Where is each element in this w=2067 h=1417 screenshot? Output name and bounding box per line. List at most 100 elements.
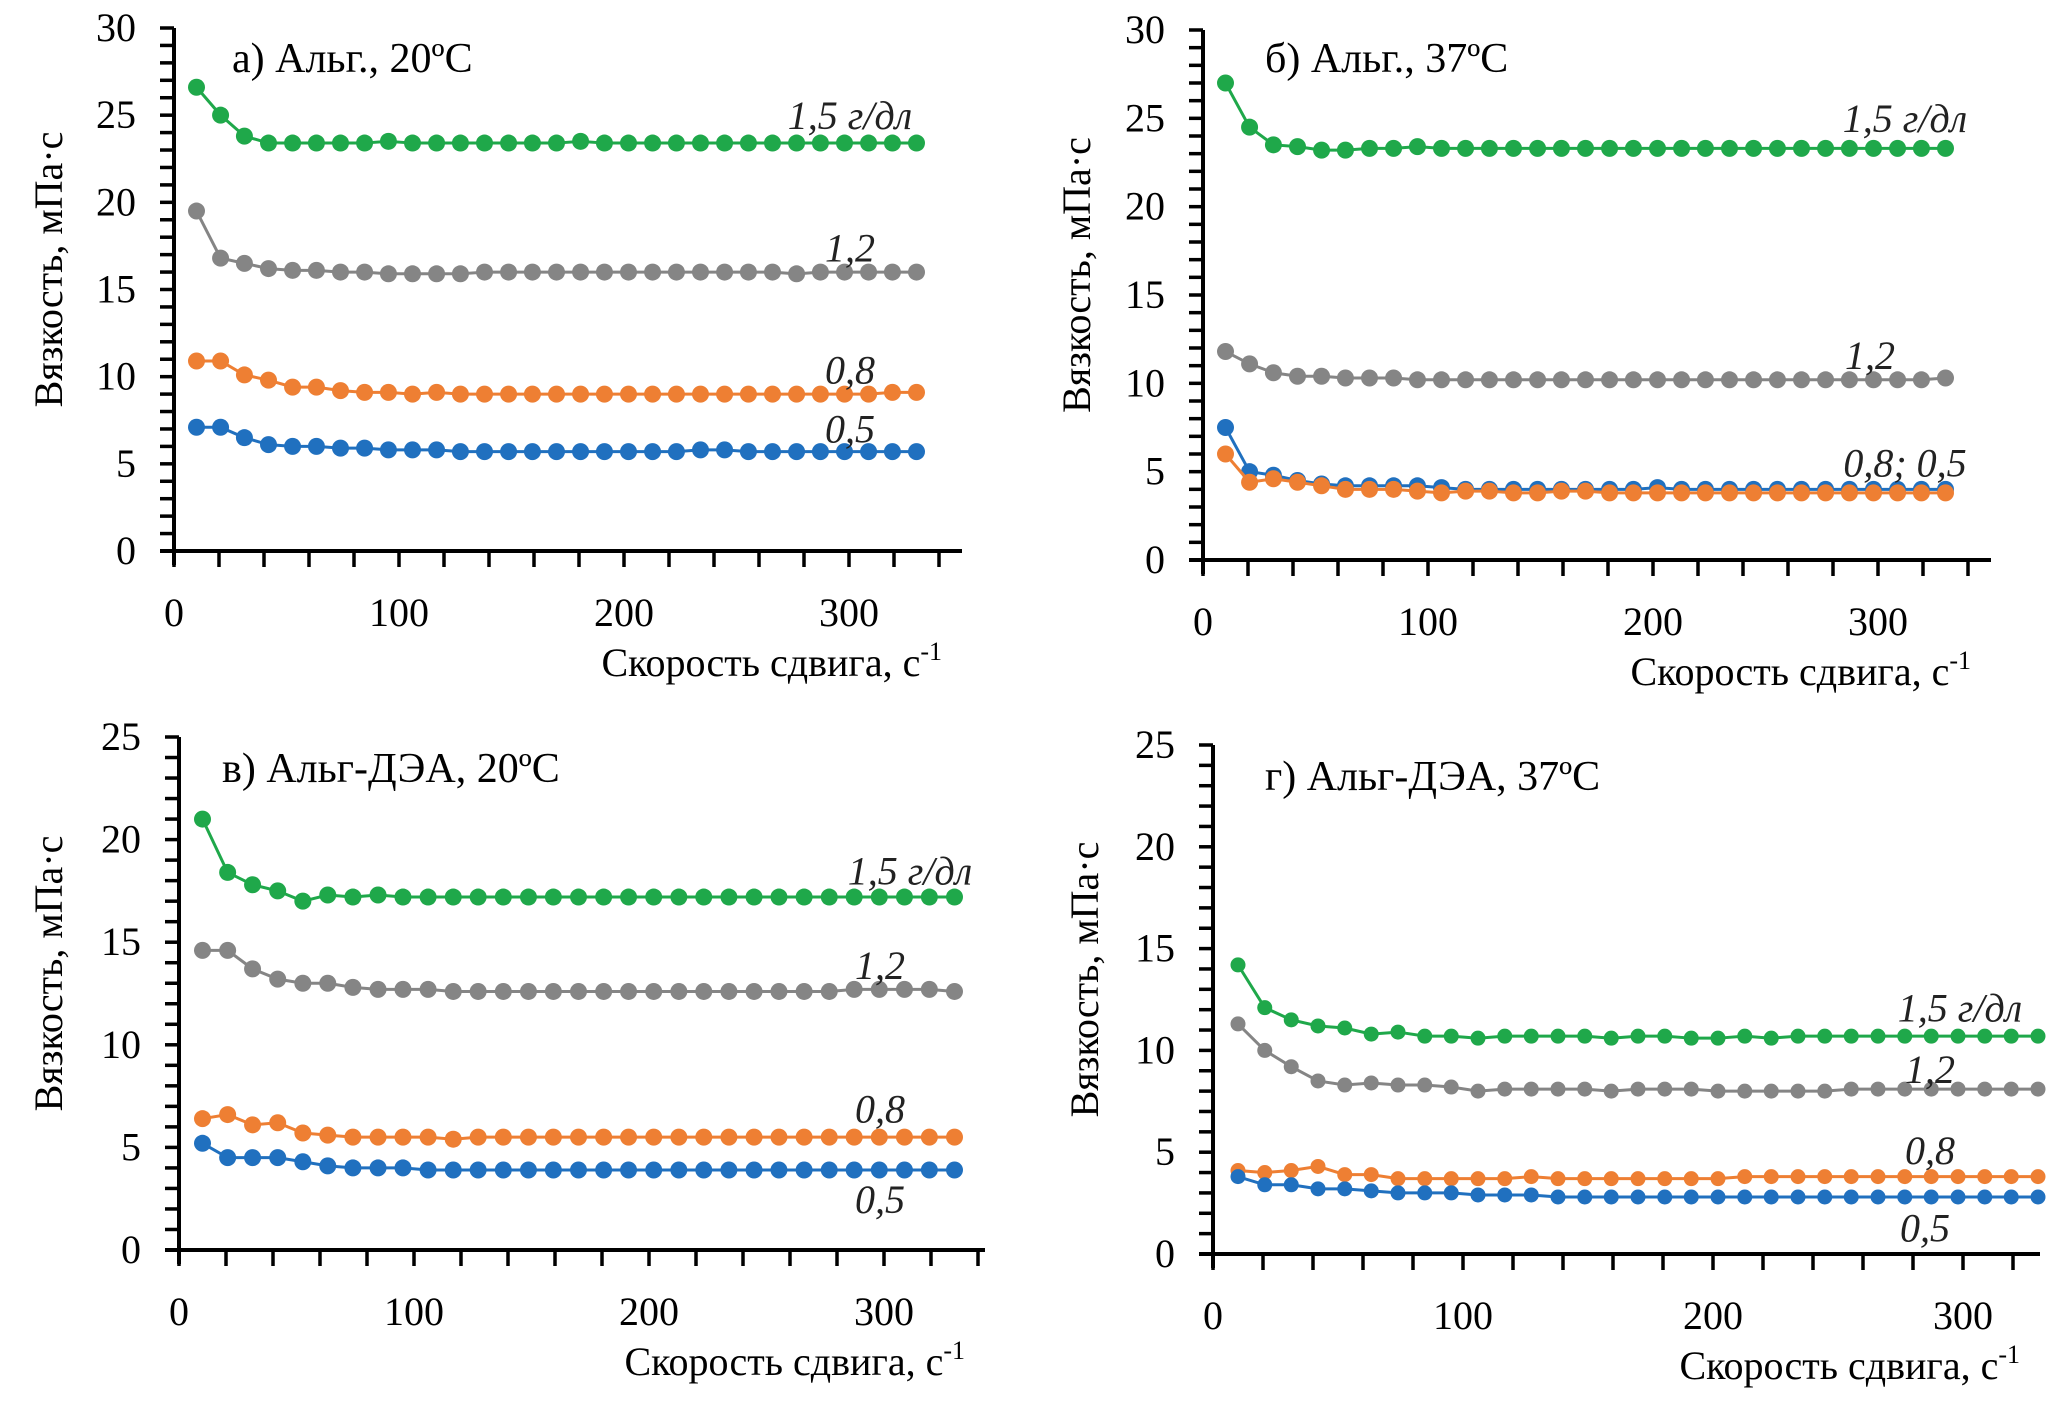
data-point: [1313, 477, 1331, 495]
data-point: [739, 134, 757, 152]
data-point: [1480, 482, 1498, 500]
data-point: [428, 134, 446, 152]
data-point: [319, 1126, 337, 1144]
series-0-8: 0,8: [194, 1086, 963, 1148]
x-axis-title: Скорость сдвига, с-1: [1630, 646, 1971, 694]
data-point: [1577, 1028, 1593, 1044]
series-0-5: 0,5: [188, 407, 925, 461]
data-point: [219, 941, 237, 959]
data-point: [1603, 1083, 1619, 1099]
data-point: [548, 263, 565, 281]
data-point: [946, 1128, 963, 1146]
data-point: [1657, 1028, 1673, 1044]
data-point: [519, 1161, 537, 1179]
data-point: [188, 352, 205, 370]
data-point: [1763, 1083, 1779, 1099]
data-point: [444, 1130, 462, 1148]
data-point: [1337, 1020, 1353, 1036]
data-point: [1649, 139, 1666, 157]
data-point: [544, 1161, 562, 1179]
data-point: [670, 982, 688, 1000]
y-tick-label: 15: [101, 919, 141, 964]
data-point: [739, 443, 757, 461]
y-tick-label: 20: [1125, 184, 1165, 229]
data-point: [1790, 1189, 1806, 1205]
data-point: [1523, 1169, 1539, 1185]
data-point: [1710, 1030, 1726, 1046]
data-point: [595, 888, 613, 906]
y-tick-label: 10: [1125, 360, 1165, 405]
y-axis-title: Вязкость, мПа·с: [1054, 137, 1099, 413]
data-point: [1768, 484, 1786, 502]
data-point: [1417, 1185, 1433, 1201]
y-tick-label: 25: [1135, 722, 1175, 767]
data-point: [745, 1128, 763, 1146]
data-point: [1264, 136, 1282, 154]
data-point: [319, 886, 337, 904]
data-point: [620, 982, 638, 1000]
data-point: [419, 888, 437, 906]
data-point: [494, 1161, 512, 1179]
data-point: [294, 974, 312, 992]
data-point: [1843, 1189, 1859, 1205]
data-point: [2003, 1028, 2019, 1044]
y-axis-title: Вязкость, мПа·с: [1062, 842, 1107, 1118]
data-point: [1385, 139, 1403, 157]
data-point: [1790, 1028, 1806, 1044]
data-point: [1523, 1081, 1539, 1097]
data-point: [1630, 1028, 1646, 1044]
data-point: [1408, 371, 1426, 389]
data-point: [836, 263, 853, 281]
data-point: [212, 352, 230, 370]
data-point: [670, 1161, 688, 1179]
data-point: [1552, 139, 1570, 157]
data-point: [1601, 371, 1619, 389]
data-point: [284, 437, 302, 455]
data-point: [194, 810, 211, 828]
data-point: [1923, 1189, 1939, 1205]
x-tick-label: 100: [384, 1289, 444, 1334]
data-point: [836, 443, 853, 461]
data-point: [1683, 1030, 1699, 1046]
data-point: [544, 1128, 562, 1146]
data-point: [1417, 1171, 1433, 1187]
data-point: [404, 385, 421, 403]
data-point: [692, 441, 709, 459]
data-point: [1310, 1181, 1326, 1197]
x-axis-title: Скорость сдвига, с-1: [1679, 1340, 2020, 1388]
y-tick-label: 10: [1135, 1027, 1175, 1072]
data-point: [519, 1128, 537, 1146]
data-point: [269, 970, 287, 988]
data-point: [670, 1128, 688, 1146]
data-point: [1977, 1028, 1993, 1044]
data-point: [212, 418, 230, 436]
data-point: [1710, 1189, 1726, 1205]
data-point: [394, 888, 412, 906]
data-point: [1433, 484, 1450, 502]
data-point: [500, 385, 518, 403]
data-point: [1230, 1169, 1246, 1185]
series-label: 0,8: [825, 347, 875, 392]
data-point: [356, 439, 374, 457]
data-point: [500, 443, 518, 461]
data-point: [212, 249, 230, 267]
data-point: [356, 134, 374, 152]
data-point: [1313, 141, 1331, 159]
y-tick-label: 5: [1145, 449, 1165, 494]
data-point: [444, 1161, 462, 1179]
data-point: [1363, 1183, 1379, 1199]
y-tick-label: 0: [1155, 1231, 1175, 1276]
data-point: [1897, 1189, 1913, 1205]
data-point: [469, 1128, 487, 1146]
data-point: [788, 134, 806, 152]
data-point: [235, 254, 253, 272]
data-point: [1217, 419, 1234, 436]
data-point: [860, 385, 878, 403]
data-point: [1523, 1028, 1539, 1044]
data-point: [1443, 1028, 1459, 1044]
data-point: [394, 1128, 412, 1146]
data-point: [1497, 1187, 1513, 1203]
data-point: [620, 263, 637, 281]
